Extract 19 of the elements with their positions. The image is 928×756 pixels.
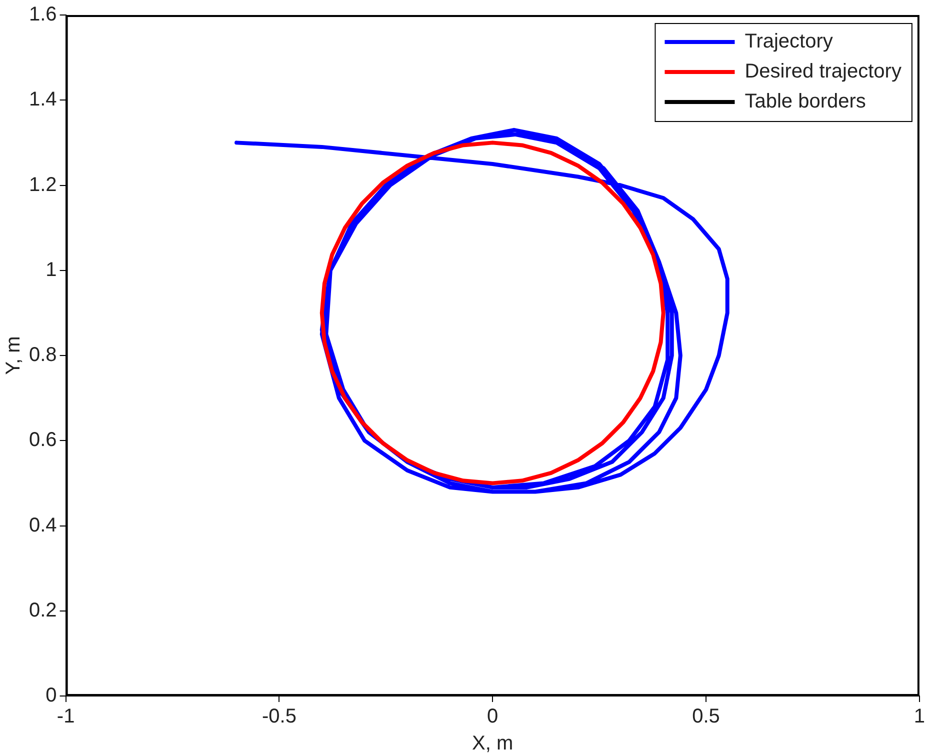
y-tick-label: 1.2: [28, 174, 57, 196]
y-axis-title: Y, m: [2, 336, 25, 375]
x-tick-label: 0: [487, 706, 498, 728]
legend-label: Desired trajectory: [744, 60, 902, 83]
y-tick-label: 1.6: [28, 4, 57, 26]
x-axis-title: X, m: [472, 732, 514, 755]
y-tick-label: 0.6: [28, 429, 57, 452]
x-tick-label: 0.5: [692, 706, 720, 728]
y-tick-label: 0.2: [28, 599, 57, 622]
legend-label: Table borders: [744, 90, 866, 113]
x-tick-label: -0.5: [262, 706, 296, 728]
y-tick-label: 0.8: [28, 344, 57, 366]
y-tick-label: 0.4: [28, 514, 57, 536]
y-tick-label: 1: [46, 258, 57, 281]
x-tick-label: -1: [56, 706, 75, 728]
y-tick-label: 0: [46, 684, 57, 707]
y-tick-label: 1.4: [28, 88, 57, 111]
legend-label: Trajectory: [744, 30, 833, 53]
x-tick-label: 1: [914, 706, 925, 728]
